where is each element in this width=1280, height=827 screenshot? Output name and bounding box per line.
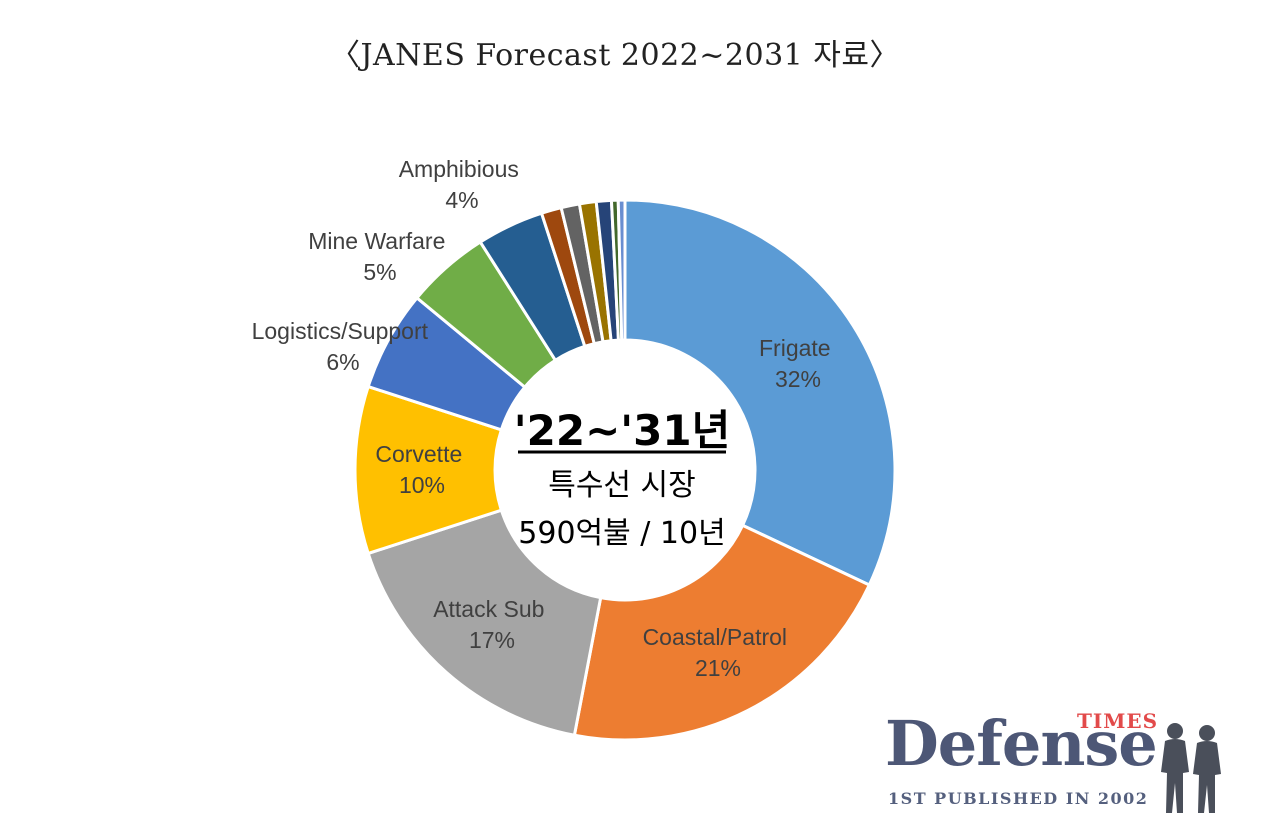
slice-attack-sub	[366, 508, 603, 737]
slice-label-amphibious: Amphibious 4%	[399, 156, 526, 213]
slice-pct-corvette: 10%	[399, 472, 445, 498]
slice-name-coastal-patrol: Coastal/Patrol	[643, 624, 787, 650]
center-label: '22~'31년 특수선 시장 590억불 / 10년	[514, 406, 730, 551]
slice-label-logistics-support: Logistics/Support 6%	[252, 318, 435, 375]
slice-name-logistics-support: Logistics/Support	[252, 318, 429, 344]
logo-tagline: 1ST PUBLISHED IN 2002	[888, 789, 1149, 808]
slice-coastal-patrol	[572, 523, 872, 742]
slice-label-frigate: Frigate 32%	[759, 335, 837, 392]
chart-slices	[353, 198, 897, 742]
logo-wordmark: Defense	[885, 707, 1158, 780]
slice-pct-mine-warfare: 5%	[363, 259, 396, 285]
slice-label-mine-warfare: Mine Warfare 5%	[308, 228, 452, 285]
center-market: 특수선 시장	[548, 468, 696, 503]
logo-times-label: TIMES	[1077, 709, 1159, 733]
center-value: 590억불 / 10년	[518, 516, 725, 551]
slice-pct-attack-sub: 17%	[469, 627, 515, 653]
slice-label-coastal-patrol: Coastal/Patrol 21%	[643, 624, 794, 681]
page-title: 〈JANES Forecast 2022~2031 자료〉	[329, 38, 900, 73]
slice-name-amphibious: Amphibious	[399, 156, 519, 182]
slice-pct-logistics-support: 6%	[326, 349, 359, 375]
slice-pct-coastal-patrol: 21%	[695, 655, 741, 681]
slice-label-attack-sub: Attack Sub 17%	[433, 596, 551, 653]
slice-name-attack-sub: Attack Sub	[433, 596, 544, 622]
slice-frigate	[623, 198, 897, 587]
slice-label-corvette: Corvette 10%	[375, 441, 468, 498]
slice-pct-frigate: 32%	[775, 366, 821, 392]
slice-name-frigate: Frigate	[759, 335, 831, 361]
defense-times-logo: Defense TIMES 1ST PUBLISHED IN 2002	[855, 705, 1275, 823]
slice-name-mine-warfare: Mine Warfare	[308, 228, 445, 254]
center-period: '22~'31년	[514, 406, 730, 455]
soldiers-silhouette-icon	[1161, 723, 1221, 813]
slice-minor-12	[616, 198, 627, 342]
chart-labels: Frigate 32% Coastal/Patrol 21% Attack Su…	[252, 156, 837, 681]
slice-pct-amphibious: 4%	[445, 187, 478, 213]
slice-name-corvette: Corvette	[375, 441, 462, 467]
